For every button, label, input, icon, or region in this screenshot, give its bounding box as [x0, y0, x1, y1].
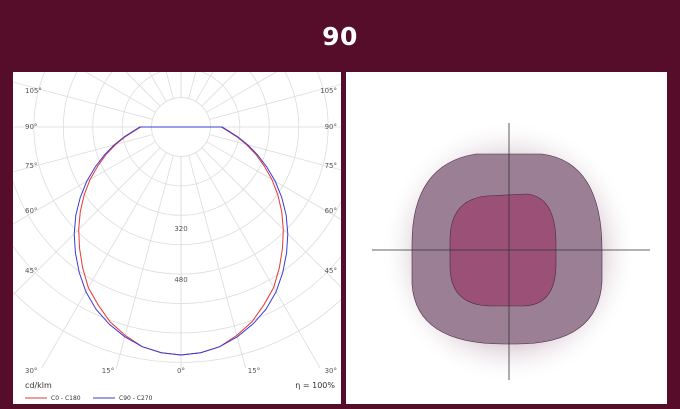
- angle-label: 60°: [325, 207, 337, 215]
- angle-label: 75°: [325, 162, 337, 170]
- angle-label: 105°: [320, 87, 337, 95]
- grid-spoke: [196, 72, 328, 102]
- grid-ring: [13, 72, 341, 304]
- efficiency-label: η = 100%: [295, 381, 335, 390]
- radial-label: 320: [174, 225, 187, 233]
- angle-label: 15°: [102, 367, 114, 375]
- angle-label: 15°: [248, 367, 260, 375]
- grid-spoke: [196, 152, 328, 381]
- angle-label: 30°: [25, 367, 37, 375]
- angle-label: 75°: [25, 162, 37, 170]
- angle-label: 30°: [325, 367, 337, 375]
- angle-label: 60°: [25, 207, 37, 215]
- grid-ring: [13, 72, 341, 333]
- grid-spoke: [13, 148, 160, 335]
- angle-label: 90°: [25, 123, 37, 131]
- angle-label: 90°: [325, 123, 337, 131]
- grid-spoke: [34, 72, 166, 102]
- legend-label: C0 - C180: [51, 395, 81, 402]
- polar-chart-panel: 105° 90° 75° 60° 45° 30° 105° 90° 75° 60…: [13, 72, 341, 404]
- page-title: 90: [0, 0, 680, 72]
- illuminance-footprint-diagram: [346, 72, 667, 404]
- grid-spoke: [34, 152, 166, 381]
- polar-light-distribution-chart: 105° 90° 75° 60° 45° 30° 105° 90° 75° 60…: [13, 72, 341, 404]
- grid-spoke: [209, 135, 341, 204]
- angle-label: 45°: [325, 267, 337, 275]
- unit-label: cd/klm: [25, 381, 52, 390]
- angle-label: 105°: [25, 87, 42, 95]
- footprint-panel: [346, 72, 667, 404]
- angle-label: 45°: [25, 267, 37, 275]
- radial-label: 480: [174, 276, 187, 284]
- angle-label: 0°: [177, 367, 185, 375]
- legend-label: C90 - C270: [119, 395, 153, 402]
- grid-spoke: [206, 142, 341, 274]
